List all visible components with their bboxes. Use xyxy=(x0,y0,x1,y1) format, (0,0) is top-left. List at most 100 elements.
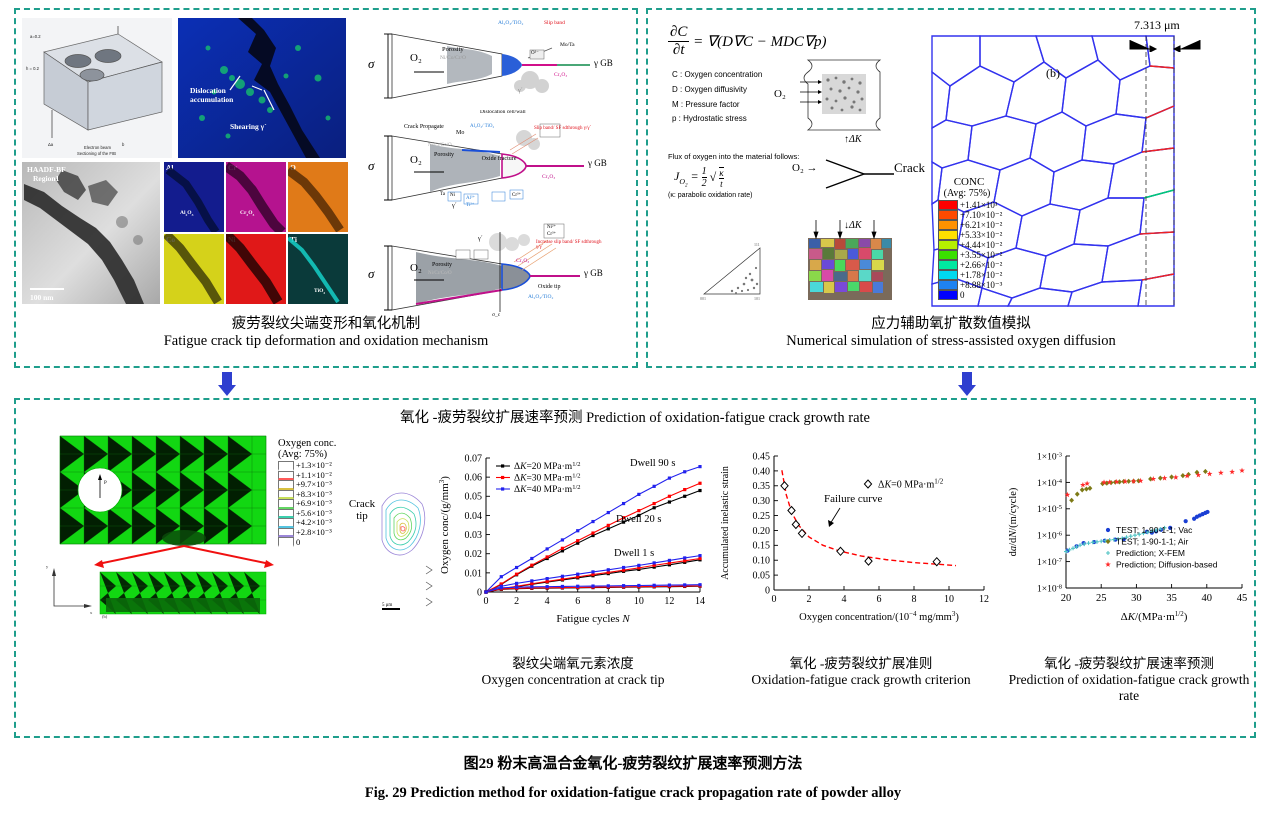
conc-legend-value: +3.55×10⁻² xyxy=(960,249,1003,260)
x-tick-label: 10 xyxy=(944,594,954,605)
dislocation-accumulation-label: Dislocation accumulation xyxy=(190,86,234,104)
conc-legend-row: +1.78×10⁻² xyxy=(938,270,1002,280)
oxygen-legend-swatch xyxy=(278,537,294,547)
x-tick-label: 8 xyxy=(606,596,611,607)
eds-map-al: Al Al2O3 xyxy=(164,162,224,232)
data-point xyxy=(606,527,610,531)
x-tick-label: 2 xyxy=(807,594,812,605)
data-point xyxy=(591,570,595,574)
conc-legend-rows: +1.41×10¹ +7.10×10⁻² +6.21×10⁻² +5.33×10⁻² +… xyxy=(938,200,1002,300)
data-point xyxy=(698,556,702,561)
data-point xyxy=(1150,475,1157,482)
x-axis-label: Fatigue cycles N xyxy=(556,613,630,625)
eds-element-maps: Al Al2O3 Cr Cr2O3 O Co Ni Ti TiO2 xyxy=(164,162,348,304)
conc-legend-value: +4.44×10⁻² xyxy=(960,239,1003,250)
x-tick-label: 10 xyxy=(634,596,644,607)
y-tick-label: 0.05 xyxy=(465,492,483,503)
x-tick-label: 14 xyxy=(695,596,705,607)
mo-ta-label-1: Mo/Ta xyxy=(560,42,575,48)
data-point xyxy=(1113,478,1120,485)
figure-caption-zh: 图29 粉末高温合金氧化-疲劳裂纹扩展速率预测方法 xyxy=(463,756,803,772)
data-point xyxy=(667,561,672,565)
data-point xyxy=(621,516,626,520)
caption-en-top-left: Fatigue crack tip deformation and oxidat… xyxy=(163,333,489,350)
sigma-label-3: σ xyxy=(368,266,375,281)
data-point xyxy=(1101,479,1107,485)
data-point xyxy=(1157,475,1163,481)
data-point xyxy=(1074,491,1080,497)
data-point xyxy=(637,566,641,570)
oxide-label-1: Al₂O₃/TiO₂ xyxy=(498,20,524,26)
data-point xyxy=(530,579,534,583)
conc-legend-value: +2.66×10⁻² xyxy=(960,259,1003,270)
fib-3d-schematic: a=0.2 h = 0.2 b Δa Electron beam Section… xyxy=(22,18,172,158)
data-point xyxy=(499,575,503,579)
gamma-gb-label-1: γ GB xyxy=(594,58,613,68)
x-tick-label: 0 xyxy=(772,594,777,605)
data-point xyxy=(1148,476,1153,482)
conc-legend-row: +5.33×10⁻² xyxy=(938,230,1002,240)
x-tick-label: 45 xyxy=(1237,593,1248,604)
data-point xyxy=(1074,544,1079,549)
y-axis-label: da/dN/(m/cycle) xyxy=(1008,487,1019,556)
crack-propagate-label: Crack Propagate xyxy=(404,124,444,130)
eds-map-ni: Ni xyxy=(226,234,286,304)
y-tick-label: 0.35 xyxy=(753,481,771,492)
data-point xyxy=(606,523,610,527)
oxides-label-3: Al₂O₃/TiO₂ xyxy=(528,294,554,300)
data-point xyxy=(576,539,580,543)
eds-map-cr: Cr Cr2O3 xyxy=(226,162,286,232)
data-point xyxy=(667,558,672,563)
data-point xyxy=(1154,528,1159,533)
y-tick-label: 0.02 xyxy=(465,549,483,560)
data-point xyxy=(1239,467,1245,474)
x-tick-label: 40 xyxy=(1202,593,1213,604)
sigma-label-1: σ xyxy=(368,56,375,71)
data-point xyxy=(1067,547,1072,552)
y-tick-label: 0 xyxy=(477,587,482,598)
data-point xyxy=(1084,480,1090,487)
porosity-label-2: Porosity xyxy=(434,152,455,158)
data-point xyxy=(683,559,687,563)
conc-legend-value: +1.41×10¹ xyxy=(960,200,998,210)
bottom-panel-header: 氧化 -疲劳裂纹扩展速率预测 Prediction of oxidation-f… xyxy=(16,406,1254,427)
legend-entry: TEST; 1-90-1-1; Vac xyxy=(1116,525,1193,535)
oxygen-legend-value: +4.2×10⁻³ xyxy=(296,517,332,528)
oxygen-legend-row: +8.3×10⁻³ xyxy=(278,489,336,499)
svg-text:y: y xyxy=(46,564,49,569)
data-point xyxy=(698,465,702,469)
y-tick-label: 1×10-7 xyxy=(1037,557,1063,569)
data-point xyxy=(683,470,687,474)
data-point xyxy=(667,500,672,504)
cr2o3-label-2: Cr₂O₃ xyxy=(542,174,556,180)
fem-mesh-model: y x P (b) xyxy=(44,434,282,619)
data-point xyxy=(1064,491,1071,498)
scale-bar xyxy=(30,287,64,290)
svg-text:x: x xyxy=(90,610,93,615)
legend-entry: TEST; 1-90-1-1; Air xyxy=(1116,537,1188,547)
sigma-c-label: σ_c xyxy=(492,312,501,318)
data-point xyxy=(484,590,488,594)
oxygen-legend-row: 0 xyxy=(278,537,336,547)
x-axis-label: ΔK/(MPa·m1/2) xyxy=(1121,610,1188,623)
data-point xyxy=(698,481,702,485)
x-tick-label: 30 xyxy=(1131,593,1142,604)
svg-text:101: 101 xyxy=(754,296,760,301)
oxygen-legend-avg: (Avg: 75%) xyxy=(278,449,328,460)
data-point xyxy=(1106,479,1113,485)
data-point xyxy=(780,481,789,491)
sigma-label-2: σ xyxy=(368,158,375,173)
caption-en-top-right: Numerical simulation of stress-assisted … xyxy=(786,333,1116,350)
porosity-sub-2: Ni/Cr/Co/O xyxy=(428,143,452,148)
subcaption-growth-rate-prediction: 氧化 -疲劳裂纹扩展速率预测 Prediction of oxidation-f… xyxy=(1004,656,1254,705)
oxygen-legend-swatch xyxy=(278,499,294,509)
eds-label-al: Al xyxy=(166,163,174,172)
conc-legend-swatch xyxy=(938,230,958,240)
data-point xyxy=(1071,546,1076,551)
data-point xyxy=(621,520,626,524)
figure-caption-en: Fig. 29 Prediction method for oxidation-… xyxy=(364,785,902,801)
subcaption-oxygen-concentration: 裂纹尖端氧元素浓度 Oxygen concentration at crack … xyxy=(434,656,712,688)
data-point xyxy=(652,583,656,587)
y-tick-label: 1×10-5 xyxy=(1037,504,1062,516)
porosity-label-3: Porosity xyxy=(432,262,453,268)
